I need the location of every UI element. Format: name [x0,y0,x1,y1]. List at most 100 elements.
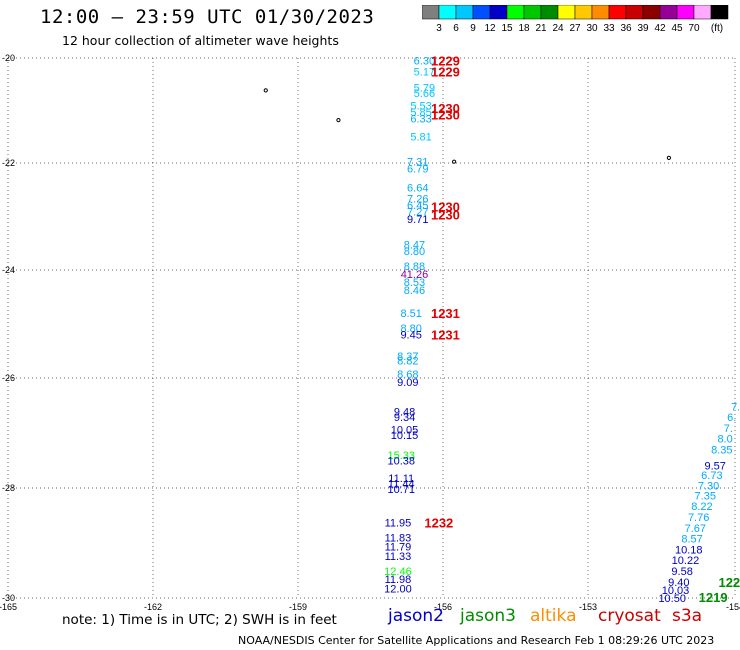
color-scale-label: 39 [637,23,649,34]
swh-value-label: 11.44 [388,479,415,491]
swh-value-label: 6.30 [414,56,435,68]
y-tick-label: -30 [2,593,15,603]
time-label: 1230 [431,108,460,123]
island-outline [263,88,268,93]
time-label: 1220 [718,575,740,590]
swh-value-label: 5.53 [410,101,431,113]
swh-value-label: 7.35 [695,490,716,502]
swh-value-label: 7. [724,423,733,435]
color-scale-label: 45 [671,23,683,34]
swh-value-label: 8.82 [397,355,418,367]
swh-value-label: 10.22 [672,555,700,567]
swh-value-label: 6. [727,412,736,424]
swh-value-label: 7.76 [688,512,709,524]
y-tick-label: -22 [2,158,15,168]
swh-value-label: 7. [731,401,740,413]
swh-value-label: 10.38 [387,455,415,467]
swh-value-label: 6.45 [407,200,428,212]
legend-s3a: s3a [672,606,703,626]
swh-value-label: 6.79 [407,164,428,176]
time-label: 1230 [431,208,460,223]
swh-value-label: 11.98 [385,574,412,586]
swh-value-label: 10.50 [658,593,686,605]
swh-value-label: 11.33 [385,551,412,563]
island-outline [336,118,341,123]
color-scale-label: 18 [518,23,530,34]
color-scale-label: 70 [688,23,700,34]
time-label: 1229 [431,54,460,69]
color-scale-label: 6 [453,23,459,34]
color-scale-label: 42 [654,23,666,34]
swh-value-label: 8.35 [711,445,732,457]
swh-value-label: 7.27 [407,206,428,218]
swh-value-label: 6.64 [407,183,428,195]
x-tick-label: -154 [726,602,740,610]
swh-value-label: 12.46 [384,566,412,578]
swh-value-label: 11.79 [385,542,412,554]
swh-value-label: 8.0 [717,434,732,446]
swh-value-label: 11.95 [385,517,412,529]
swh-value-label: 8.37 [397,351,418,363]
color-scale-label: 9 [470,23,476,34]
island-outline [452,159,457,164]
swh-value-label: 9.57 [704,461,725,473]
y-tick-label: -20 [2,53,15,63]
swh-value-label: 8.68 [397,369,418,381]
time-label: 1231 [431,306,460,321]
swh-value-label: 8.22 [691,501,712,513]
swh-value-label: 9.48 [394,407,415,419]
legend-cryosat: cryosat [598,606,661,626]
legend-altika: altika [530,606,577,626]
y-tick-label: -24 [2,265,15,275]
legend-note: note: 1) Time is in UTC; 2) SWH is in fe… [62,612,337,628]
color-scale-swatch [710,5,729,20]
y-tick-label: -28 [2,483,15,493]
swh-value-label: 41.26 [401,269,429,281]
chart-subtitle: 12 hour collection of altimeter wave hei… [62,33,339,48]
swh-value-label: 5.81 [410,131,431,143]
swh-value-label: 10.18 [675,544,703,556]
time-label: 1232 [424,515,453,530]
chart-title: 12:00 — 23:59 UTC 01/30/2023 [40,6,375,28]
swh-value-label: 7.30 [698,481,719,493]
island-outline [666,155,672,160]
swh-value-label: 6.73 [701,470,722,482]
swh-value-label: 11.11 [388,473,414,485]
swh-value-label: 12.00 [384,583,412,595]
swh-value-label: 8.51 [400,308,421,320]
swh-value-label: 9.40 [668,577,689,589]
altimeter-chart: -20 -22 -24 -26 -28 -30-165 -162 -159 -156 -153 -1… [0,53,740,610]
color-scale-label: 27 [569,23,581,34]
color-scale-label: 30 [586,23,598,34]
swh-value-label: 9.71 [407,214,428,226]
swh-value-label: 5.66 [414,88,435,100]
swh-value-label: 5.17 [414,67,435,79]
swh-value-label: 9.58 [671,566,692,578]
swh-value-label: 9.09 [397,377,418,389]
swh-value-label: 7.67 [685,523,706,535]
swh-value-label: 8.80 [400,323,421,335]
swh-value-label: 9.45 [400,329,421,341]
color-scale-label: (ft) [711,23,723,34]
x-tick-label: -156 [434,602,452,610]
swh-value-label: 10.15 [391,430,419,442]
swh-value-label: 9.34 [394,412,415,424]
color-scale-label: 3 [436,23,442,34]
legend-jason3: jason3 [460,606,516,626]
time-label: 1230 [431,101,460,116]
swh-value-label: 8.57 [681,534,702,546]
swh-value-label: 8.46 [404,285,425,297]
color-scale-label: 24 [552,23,564,34]
time-label: 1230 [431,200,460,215]
time-label: 1231 [431,327,460,342]
color-scale-label: 21 [535,23,547,34]
color-scale-label: 36 [620,23,632,34]
legend-jason2: jason2 [388,606,444,626]
swh-value-label: 7.26 [407,193,428,205]
color-scale-bar: 3 6 9 12 15 18 21 24 27 30 33 36 39 42 45 70 (ft) [422,5,729,34]
swh-value-label: 11.83 [385,533,412,545]
footer-credit: NOAA/NESDIS Center for Satellite Applica… [238,634,715,647]
swh-value-label: 8.47 [404,239,425,251]
color-scale-label: 33 [603,23,615,34]
color-scale-label: 15 [501,23,513,34]
